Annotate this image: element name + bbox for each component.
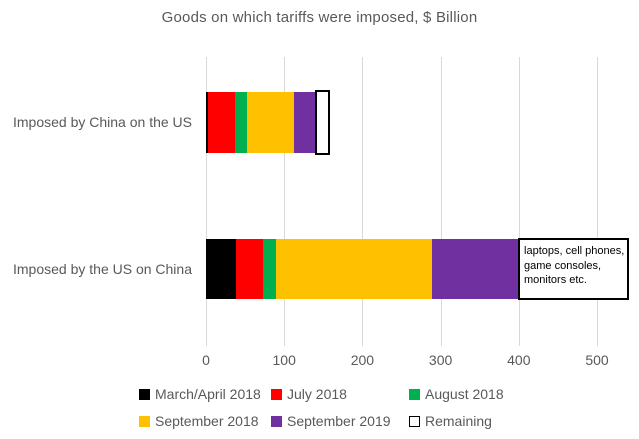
tickmark-0	[206, 340, 207, 346]
gridline-300	[440, 57, 442, 340]
tick-label-500: 500	[585, 352, 609, 368]
remaining-annotation: laptops, cell phones, game consoles, mon…	[524, 245, 625, 287]
bar-segment-march-april-2018	[206, 239, 236, 299]
bar-segment-september-2019	[431, 239, 518, 299]
tickmark-200	[362, 340, 364, 346]
legend-swatch-icon	[409, 415, 420, 427]
bar-segment-september-2018	[275, 239, 432, 299]
gridline-400	[518, 57, 520, 340]
gridline-100	[284, 57, 286, 340]
legend-item-august-2018: August 2018	[409, 386, 504, 402]
bar-segment-september-2019	[294, 92, 315, 153]
chart-title: Goods on which tariffs were imposed, $ B…	[161, 9, 478, 26]
legend-label: Remaining	[425, 413, 492, 429]
legend-item-remaining: Remaining	[409, 413, 492, 429]
tick-label-200: 200	[350, 352, 375, 368]
tick-label-100: 100	[272, 352, 296, 368]
bar-segment-august-2018	[234, 92, 248, 153]
tick-label-0: 0	[202, 352, 210, 368]
legend-label: August 2018	[425, 386, 504, 402]
gridline-500	[597, 57, 598, 340]
bar-segment-march-april-2018	[206, 92, 209, 153]
bar-segment-july-2018	[235, 239, 264, 299]
legend-item-july-2018: July 2018	[271, 386, 347, 402]
legend-item-september-2018: September 2018	[139, 413, 259, 429]
legend-label: September 2019	[287, 413, 391, 429]
legend-swatch-icon	[409, 388, 420, 400]
bar-segment-july-2018	[208, 92, 235, 153]
gridline-0	[206, 57, 207, 340]
tickmark-100	[284, 340, 286, 346]
category-label: Imposed by China on the US	[13, 114, 192, 130]
legend-item-march-april-2018: March/April 2018	[139, 386, 261, 402]
gridline-200	[362, 57, 364, 340]
legend-label: July 2018	[287, 386, 347, 402]
tickmark-300	[440, 340, 442, 346]
bar-segment-september-2018	[247, 92, 295, 153]
legend-swatch-icon	[271, 415, 282, 427]
bar-segment-remaining: laptops, cell phones, game consoles, mon…	[518, 238, 630, 300]
tickmark-400	[518, 340, 520, 346]
legend-swatch-icon	[139, 388, 150, 400]
legend-item-september-2019: September 2019	[271, 413, 391, 429]
legend-label: March/April 2018	[155, 386, 261, 402]
tick-label-400: 400	[507, 352, 531, 368]
bar-segment-remaining	[314, 90, 330, 155]
legend-label: September 2018	[155, 413, 259, 429]
tick-label-300: 300	[428, 352, 453, 368]
category-label: Imposed by the US on China	[13, 261, 192, 277]
legend-swatch-icon	[139, 415, 150, 427]
legend-swatch-icon	[271, 388, 282, 400]
tickmark-500	[597, 340, 598, 346]
bar-segment-august-2018	[263, 239, 276, 299]
